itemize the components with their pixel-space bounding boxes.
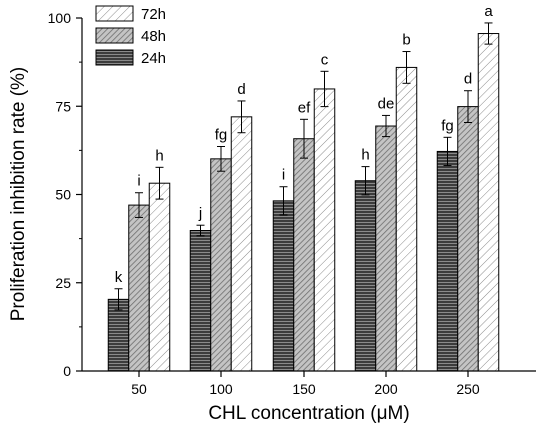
bar — [477, 33, 500, 372]
significance-letter: k — [115, 269, 123, 286]
bar — [375, 125, 397, 372]
significance-letter: de — [378, 95, 395, 112]
x-tick-label: 50 — [131, 381, 147, 397]
significance-letter: i — [282, 167, 285, 184]
significance-letter: h — [361, 147, 369, 164]
bar — [354, 180, 377, 372]
legend-swatch — [95, 49, 134, 66]
bar — [457, 106, 479, 372]
legend-swatch — [95, 5, 134, 22]
axes-group: 0 25 50 75 100 50 100 150 200 250 — [48, 10, 536, 397]
bar — [272, 200, 295, 372]
significance-letter: c — [321, 51, 329, 68]
y-tick-label: 0 — [63, 363, 71, 379]
legend-label: 24h — [141, 50, 166, 67]
bar — [395, 66, 418, 372]
bar — [313, 88, 336, 372]
significance-letter: a — [484, 3, 493, 20]
significance-letter: ef — [298, 99, 311, 116]
legend-swatch — [95, 27, 134, 44]
significance-letter: h — [155, 147, 163, 164]
y-tick-label: 75 — [55, 98, 71, 114]
bar — [128, 204, 150, 372]
chart-legend: 72h 48h 24h — [95, 5, 166, 67]
bar — [189, 230, 212, 372]
bar — [293, 138, 315, 372]
y-tick-label: 25 — [55, 275, 71, 291]
legend-label: 72h — [141, 6, 166, 23]
x-tick-label: 200 — [374, 381, 398, 397]
significance-letter: j — [198, 205, 202, 222]
bar — [230, 116, 253, 372]
bar — [210, 158, 232, 372]
x-axis-title: CHL concentration (μM) — [208, 403, 409, 424]
significance-letter: fg — [215, 126, 228, 143]
significance-letter: d — [237, 81, 245, 98]
x-tick-label: 250 — [456, 381, 480, 397]
legend-label: 48h — [141, 28, 166, 45]
bar — [436, 150, 459, 372]
significance-letter: b — [402, 32, 410, 49]
y-axis-title: Proliferation inhibition rate (%) — [8, 67, 29, 322]
significance-letter: i — [137, 173, 140, 190]
significance-letter: d — [464, 71, 472, 88]
x-tick-label: 100 — [209, 381, 233, 397]
significance-letter: fg — [441, 117, 454, 134]
y-tick-label: 100 — [48, 10, 72, 26]
bar — [148, 182, 171, 372]
y-tick-label: 50 — [55, 187, 71, 203]
x-tick-label: 150 — [292, 381, 316, 397]
